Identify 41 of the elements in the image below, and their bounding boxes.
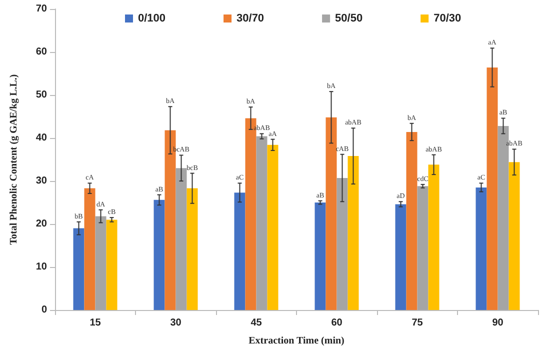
y-tick-label: 70 <box>36 4 48 14</box>
bar <box>486 67 498 310</box>
y-tick-label: 0 <box>41 304 48 316</box>
bar <box>395 204 406 310</box>
y-tick-label: 60 <box>36 46 48 58</box>
y-tick-label: 40 <box>36 132 48 144</box>
legend-label: 0/100 <box>138 12 166 24</box>
x-axis-title: Extraction Time (min) <box>248 336 344 346</box>
y-tick-label: 30 <box>36 176 48 186</box>
x-tick-label: 15 <box>90 318 102 328</box>
x-tick-label: 60 <box>331 318 343 328</box>
bar <box>406 132 418 310</box>
bar <box>234 192 246 310</box>
bar <box>106 220 118 310</box>
legend-label: 30/70 <box>236 12 264 24</box>
y-axis-title: Total Phenolic Content (g GAE/kg L.L.) <box>8 74 20 245</box>
x-tick-label: 30 <box>170 318 182 328</box>
y-tick-label: 10 <box>36 262 48 272</box>
bar <box>508 162 520 310</box>
bar <box>428 164 440 310</box>
x-tick-label: 45 <box>250 318 262 328</box>
bar <box>417 186 428 310</box>
bar <box>95 216 106 310</box>
y-tick-label: 20 <box>36 218 48 230</box>
bar <box>176 168 187 310</box>
legend-label: 50/50 <box>335 12 363 24</box>
bar <box>73 228 84 310</box>
bar <box>336 178 348 310</box>
legend-label: 70/30 <box>434 12 462 24</box>
bar <box>326 117 337 310</box>
bar <box>314 202 326 310</box>
bar <box>348 156 359 310</box>
x-tick-label: 75 <box>412 318 424 328</box>
y-tick-label: 50 <box>36 90 48 100</box>
bar <box>84 188 96 310</box>
x-tick-label: 90 <box>492 318 504 328</box>
bar <box>256 136 268 310</box>
bar <box>154 200 165 310</box>
bar <box>476 187 487 310</box>
bar <box>186 188 198 310</box>
bar <box>267 144 278 310</box>
